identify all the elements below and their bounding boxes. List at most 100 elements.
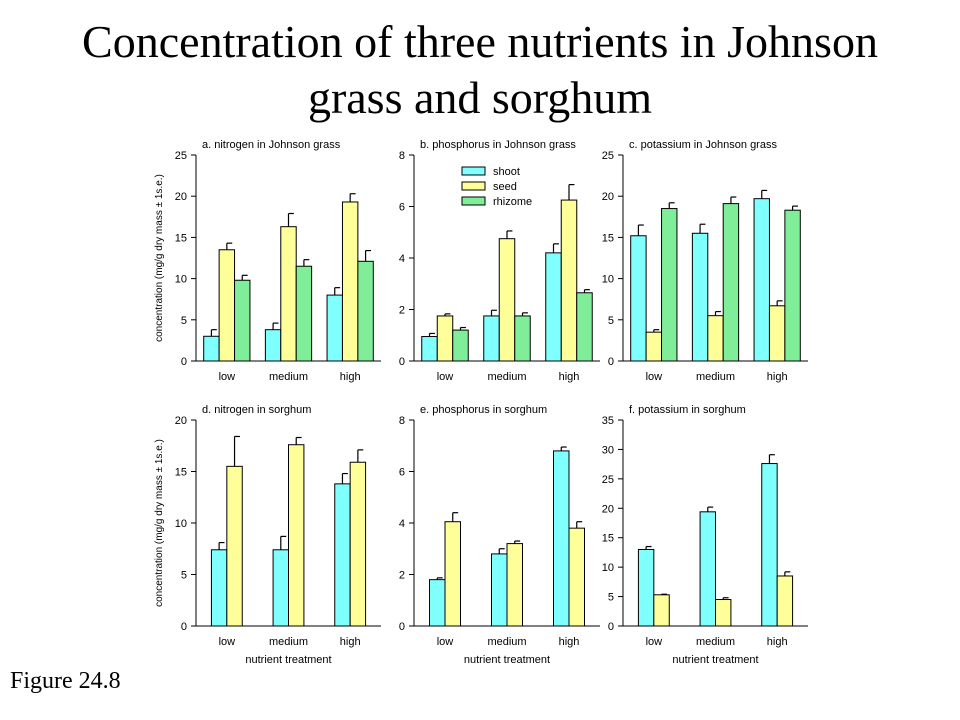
panel-d-y-tick-label: 0 <box>181 621 187 633</box>
panel-d-x-tick-label: low <box>219 636 236 648</box>
panel-f-bar-seed-high <box>776 575 794 627</box>
panel-e-bar-seed-high <box>568 527 585 627</box>
panel-d-y-tick-label: 10 <box>175 518 187 530</box>
panel-a-x-tick-label: high <box>340 371 361 383</box>
panel-a-bar-rhizome-low <box>234 279 251 362</box>
panel-a-y-tick-label: 5 <box>181 315 187 327</box>
panel-e-bar-seed-medium <box>506 543 523 627</box>
panel-c-bar-seed-high <box>768 305 786 362</box>
panel-f-x-tick-label: high <box>767 636 788 648</box>
panel-c-y-tick-label: 0 <box>608 356 614 368</box>
panel-b-legend-label-rhizome: rhizome <box>493 196 532 208</box>
panel-d-bar-seed-low <box>226 465 243 627</box>
panel-b-legend-label-seed: seed <box>493 181 517 193</box>
panel-d-y-tick-label: 5 <box>181 570 187 582</box>
panel-a-y-tick-label: 20 <box>175 191 187 203</box>
panel-b-legend-swatch-shoot <box>461 166 486 176</box>
panel-e-x-label: nutrient treatment <box>464 654 550 666</box>
panel-b-bar-seed-high <box>560 199 578 362</box>
panel-e-bar-shoot-low <box>429 579 446 627</box>
panel-f-y-tick-label: 5 <box>608 592 614 604</box>
panel-c-y-tick-label: 10 <box>602 274 614 286</box>
panel-b-y-tick-label: 6 <box>399 202 405 214</box>
panel-c-x-tick-label: low <box>646 371 663 383</box>
panel-d-bar-seed-medium <box>288 444 305 627</box>
panel-c-y-tick-label: 25 <box>602 150 614 162</box>
panel-b-legend-swatch-seed <box>461 181 486 191</box>
panel-c-bar-seed-medium <box>707 315 724 362</box>
slide-title: Concentration of three nutrients in John… <box>0 14 960 126</box>
panel-c-bar-shoot-low <box>630 235 647 362</box>
panel-c-bar-rhizome-low <box>661 208 678 362</box>
panel-b-bar-shoot-medium <box>483 315 500 362</box>
panel-e-x-tick-label: low <box>437 636 454 648</box>
panel-b-bar-seed-low <box>436 315 454 362</box>
panel-a-y-tick-label: 25 <box>175 150 187 162</box>
panel-b-legend-swatch-rhizome <box>461 196 486 206</box>
panel-f-bar-shoot-medium <box>699 511 716 627</box>
panel-c-x-tick-label: high <box>767 371 788 383</box>
panel-a-y-label: concentration (mg/g dry mass ± 1s.e.) <box>154 174 165 342</box>
panel-c-y-tick-label: 5 <box>608 315 614 327</box>
panel-a-x-tick-label: medium <box>269 371 308 383</box>
panel-f-y-tick-label: 0 <box>608 621 614 633</box>
panel-a-bar-shoot-high <box>326 294 343 362</box>
panel-a-y-tick-label: 10 <box>175 274 187 286</box>
panel-d-bar-shoot-low <box>210 549 228 627</box>
panel-d-y-label: concentration (mg/g dry mass ± 1s.e.) <box>154 439 165 607</box>
panel-f-y-tick-label: 20 <box>602 503 614 515</box>
panel-d-bar-seed-high <box>349 461 367 627</box>
panel-b-bar-seed-medium <box>498 238 516 362</box>
panel-b-y-tick-label: 4 <box>399 253 405 265</box>
panel-f-x-label: nutrient treatment <box>672 654 758 666</box>
panel-b-legend-label-shoot: shoot <box>493 166 520 178</box>
panel-a-bar-shoot-low <box>203 335 220 362</box>
panel-d-title: d. nitrogen in sorghum <box>202 404 311 416</box>
panel-d-x-label: nutrient treatment <box>245 654 331 666</box>
panel-f-y-tick-label: 25 <box>602 474 614 486</box>
panel-c-y-tick-label: 20 <box>602 191 614 203</box>
slide-title-line-1: Concentration of three nutrients in John… <box>82 16 878 67</box>
panel-e-y-tick-label: 4 <box>399 518 405 530</box>
panel-f-y-tick-label: 15 <box>602 533 614 545</box>
panel-e-bar-shoot-medium <box>491 553 508 627</box>
panel-d-x-tick-label: high <box>340 636 361 648</box>
panel-e-y-tick-label: 0 <box>399 621 405 633</box>
panel-e-y-tick-label: 8 <box>399 415 405 427</box>
panel-a-bar-shoot-medium <box>264 329 282 362</box>
panel-f-bar-seed-medium <box>715 599 732 627</box>
panel-b-title: b. phosphorus in Johnson grass <box>420 139 576 151</box>
panel-b-bar-rhizome-high <box>576 292 593 362</box>
panel-b-x-tick-label: high <box>559 371 580 383</box>
panel-b-y-tick-label: 2 <box>399 305 405 317</box>
panel-d-bar-shoot-medium <box>272 549 290 627</box>
panel-f-bar-seed-low <box>653 594 670 627</box>
panel-a-y-tick-label: 0 <box>181 356 187 368</box>
panel-f-x-tick-label: medium <box>696 636 735 648</box>
panel-b-bar-rhizome-medium <box>514 315 531 362</box>
panel-f-bar-shoot-low <box>637 548 655 627</box>
panel-c-x-tick-label: medium <box>696 371 735 383</box>
panel-a-bar-rhizome-medium <box>295 265 313 362</box>
panel-b-bar-shoot-low <box>421 336 438 362</box>
panel-e-y-tick-label: 6 <box>399 467 405 479</box>
panel-f-title: f. potassium in sorghum <box>629 404 746 416</box>
panel-b-x-tick-label: low <box>437 371 454 383</box>
panel-e-x-tick-label: medium <box>487 636 526 648</box>
panel-c-bar-shoot-high <box>753 198 770 362</box>
panel-c-bar-rhizome-high <box>784 209 801 362</box>
panel-a-bar-rhizome-high <box>357 260 374 362</box>
panel-f-y-tick-label: 35 <box>602 415 614 427</box>
panel-d-y-tick-label: 15 <box>175 467 187 479</box>
panel-a-bar-seed-high <box>341 201 359 362</box>
figure-caption: Figure 24.8 <box>10 668 121 694</box>
panel-c-bar-shoot-medium <box>691 232 709 362</box>
panel-d-bar-shoot-high <box>334 483 351 627</box>
panel-a-bar-seed-low <box>218 249 236 362</box>
panel-c-y-tick-label: 15 <box>602 232 614 244</box>
panel-a-bar-seed-medium <box>280 226 297 362</box>
panel-e-x-tick-label: high <box>559 636 580 648</box>
panel-d-x-tick-label: medium <box>269 636 308 648</box>
panel-b-bar-shoot-high <box>545 252 562 362</box>
panel-f-bar-shoot-high <box>761 463 778 627</box>
